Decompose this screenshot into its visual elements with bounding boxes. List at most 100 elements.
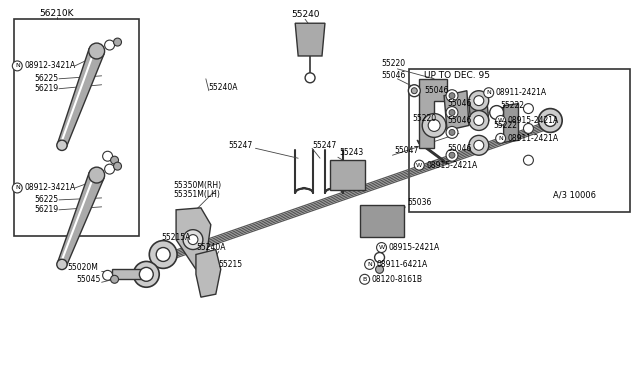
Bar: [330, 160, 365, 190]
Text: 55220: 55220: [381, 60, 406, 68]
Polygon shape: [295, 23, 325, 56]
Text: 08912-3421A: 08912-3421A: [24, 61, 76, 70]
Circle shape: [140, 267, 153, 281]
Circle shape: [376, 243, 387, 253]
Circle shape: [446, 149, 458, 161]
Circle shape: [188, 235, 198, 244]
Polygon shape: [504, 104, 518, 142]
Text: 55247: 55247: [312, 141, 336, 150]
Circle shape: [149, 241, 177, 268]
Circle shape: [524, 155, 533, 165]
Text: 55020M: 55020M: [67, 263, 98, 272]
Circle shape: [474, 140, 484, 150]
Circle shape: [111, 275, 118, 283]
Circle shape: [474, 96, 484, 106]
Circle shape: [12, 61, 22, 71]
Bar: [360, 205, 404, 237]
Circle shape: [538, 109, 562, 132]
Circle shape: [449, 110, 455, 116]
Text: 56219: 56219: [34, 84, 58, 93]
Text: 08911-2421A: 08911-2421A: [508, 134, 559, 143]
Polygon shape: [419, 79, 447, 148]
Circle shape: [57, 140, 67, 150]
Text: 55240: 55240: [291, 10, 319, 19]
Circle shape: [449, 93, 455, 99]
Circle shape: [446, 107, 458, 119]
Circle shape: [57, 259, 67, 270]
Circle shape: [469, 135, 489, 155]
Text: 55046: 55046: [447, 99, 472, 108]
Bar: [410, 69, 630, 212]
Text: W: W: [378, 245, 385, 250]
Text: 55350M(RH): 55350M(RH): [173, 180, 221, 189]
Text: 55247: 55247: [228, 141, 253, 150]
Circle shape: [412, 88, 417, 94]
Text: W: W: [416, 163, 422, 168]
Circle shape: [102, 270, 113, 280]
Text: UP TO DEC. 95: UP TO DEC. 95: [424, 71, 490, 80]
Circle shape: [469, 110, 489, 131]
Text: 08911-2421A: 08911-2421A: [495, 88, 547, 97]
Circle shape: [495, 134, 506, 143]
Text: N: N: [15, 63, 20, 68]
Circle shape: [104, 40, 115, 50]
Text: 55351M(LH): 55351M(LH): [173, 190, 220, 199]
Text: 56210K: 56210K: [40, 9, 74, 18]
Text: W: W: [497, 118, 504, 123]
Text: 55215A: 55215A: [161, 233, 191, 242]
Circle shape: [89, 43, 104, 59]
Circle shape: [446, 90, 458, 102]
Text: B: B: [362, 277, 367, 282]
Circle shape: [490, 106, 504, 119]
Text: 56225: 56225: [34, 74, 58, 83]
Text: A/3 10006: A/3 10006: [553, 190, 596, 199]
Bar: [111, 269, 141, 279]
Circle shape: [544, 115, 556, 126]
Circle shape: [133, 262, 159, 287]
Circle shape: [89, 167, 104, 183]
Text: 55240A: 55240A: [196, 243, 225, 252]
Circle shape: [449, 152, 455, 158]
Text: 55215: 55215: [219, 260, 243, 269]
Text: 55243: 55243: [340, 148, 364, 157]
Text: N: N: [486, 90, 491, 95]
Text: 08915-2421A: 08915-2421A: [508, 116, 559, 125]
Text: 55222: 55222: [493, 121, 518, 130]
Text: 55220: 55220: [412, 114, 436, 123]
Circle shape: [374, 253, 385, 262]
Circle shape: [484, 88, 493, 98]
Text: 08120-8161B: 08120-8161B: [372, 275, 422, 284]
Circle shape: [360, 274, 370, 284]
Text: 08915-2421A: 08915-2421A: [426, 161, 477, 170]
Circle shape: [495, 116, 506, 125]
Text: 55045: 55045: [77, 275, 101, 284]
Circle shape: [113, 162, 122, 170]
Circle shape: [305, 73, 315, 83]
Text: 55046: 55046: [381, 71, 406, 80]
Circle shape: [156, 247, 170, 262]
Text: N: N: [367, 262, 372, 267]
Text: 56225: 56225: [34, 195, 58, 204]
Circle shape: [102, 151, 113, 161]
Text: 08912-3421A: 08912-3421A: [24, 183, 76, 192]
Text: 55046: 55046: [447, 144, 472, 153]
Circle shape: [113, 38, 122, 46]
Circle shape: [365, 259, 374, 269]
Polygon shape: [58, 172, 104, 266]
Text: 55046: 55046: [447, 116, 472, 125]
Polygon shape: [444, 91, 469, 131]
Bar: [14, 19, 140, 235]
Polygon shape: [469, 99, 489, 125]
Polygon shape: [176, 208, 211, 269]
Polygon shape: [196, 250, 221, 297]
Circle shape: [469, 91, 489, 110]
Text: 55036: 55036: [407, 198, 432, 207]
Text: 55047: 55047: [394, 146, 419, 155]
Text: 08911-6421A: 08911-6421A: [376, 260, 428, 269]
Circle shape: [408, 85, 420, 97]
Circle shape: [12, 183, 22, 193]
Text: 56219: 56219: [34, 205, 58, 214]
Text: N: N: [15, 186, 20, 190]
Circle shape: [428, 119, 440, 131]
Polygon shape: [58, 48, 104, 147]
